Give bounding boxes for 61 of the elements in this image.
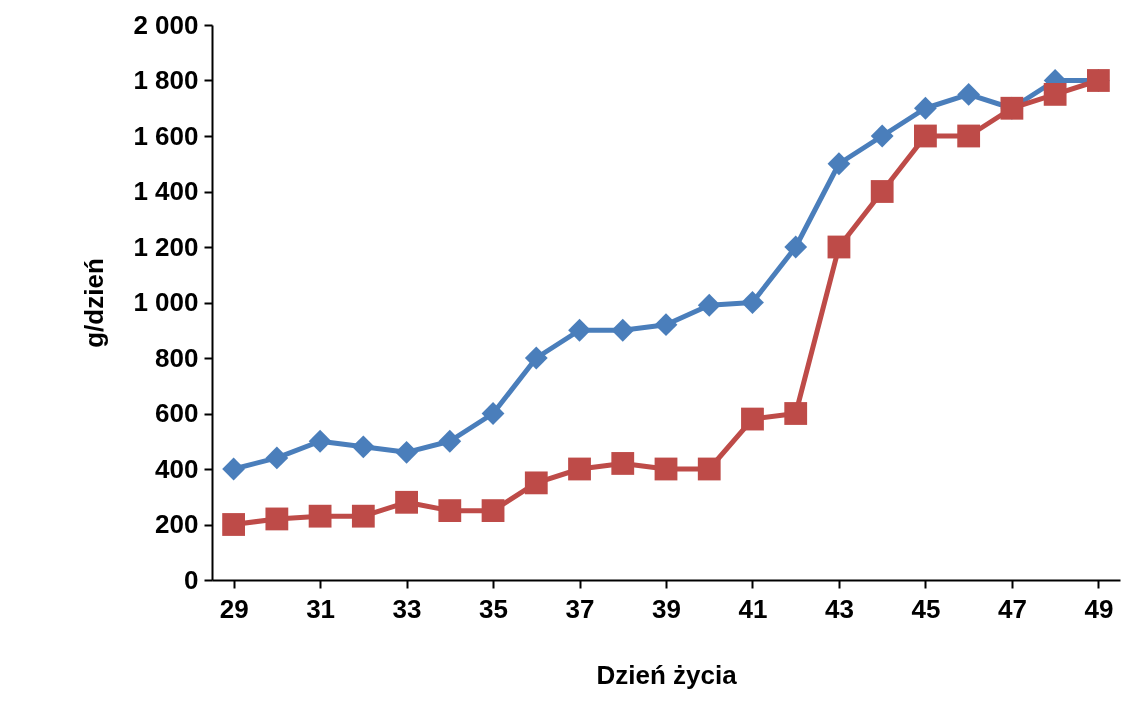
x-tick-label: 41 [738,593,768,624]
y-tick-label: 0 [184,564,199,595]
point [741,407,764,431]
point [265,446,289,470]
x-tick-label: 31 [306,593,336,624]
y-tick-label: 1 400 [133,176,199,206]
point [1043,82,1067,106]
point [741,291,764,314]
y-axis-title: g/dzień [79,258,110,348]
point [957,82,981,106]
point [568,457,591,481]
y-tick-label: 400 [155,453,199,484]
point [481,499,505,523]
point [697,457,721,481]
point [351,504,375,528]
point [481,402,505,425]
x-tick-label: 33 [392,593,422,624]
x-tick-label: 49 [1084,593,1114,624]
y-tick-label: 800 [155,342,199,373]
y-tick-label: 1 800 [133,65,199,95]
point [308,504,332,528]
x-tick-label: 43 [824,593,854,624]
x-tick-label: 37 [565,593,595,624]
point [654,313,678,337]
x-axis-title: Dzień życia [596,659,738,690]
point [395,440,418,464]
point [914,96,937,120]
x-tick-label: 35 [479,593,509,624]
point [222,513,246,536]
point [222,457,246,481]
point [784,402,808,425]
point [438,499,462,523]
point [827,235,851,259]
point [265,507,289,531]
x-tick-label: 39 [652,593,681,624]
y-tick-label: 1 600 [133,120,199,151]
point [827,152,851,176]
point [784,235,808,259]
point [957,124,981,148]
point [524,471,548,495]
point [870,180,894,203]
point [395,490,418,514]
y-tick-label: 2 000 [133,9,199,40]
point [524,346,548,370]
y-tick-label: 1 000 [133,287,199,317]
point [351,435,375,459]
y-tick-label: 200 [155,509,199,539]
point [914,124,937,148]
y-tick-label: 1 200 [133,231,199,262]
point [308,429,332,453]
point [611,452,635,475]
x-tick-label: 45 [911,593,941,624]
x-tick-label: 47 [997,593,1027,624]
point [611,318,635,342]
y-tick-label: 600 [155,398,199,428]
point [697,293,721,317]
point [870,124,894,148]
point [654,457,678,481]
x-tick-label: 29 [219,593,249,624]
point [438,429,462,453]
point [568,318,591,342]
